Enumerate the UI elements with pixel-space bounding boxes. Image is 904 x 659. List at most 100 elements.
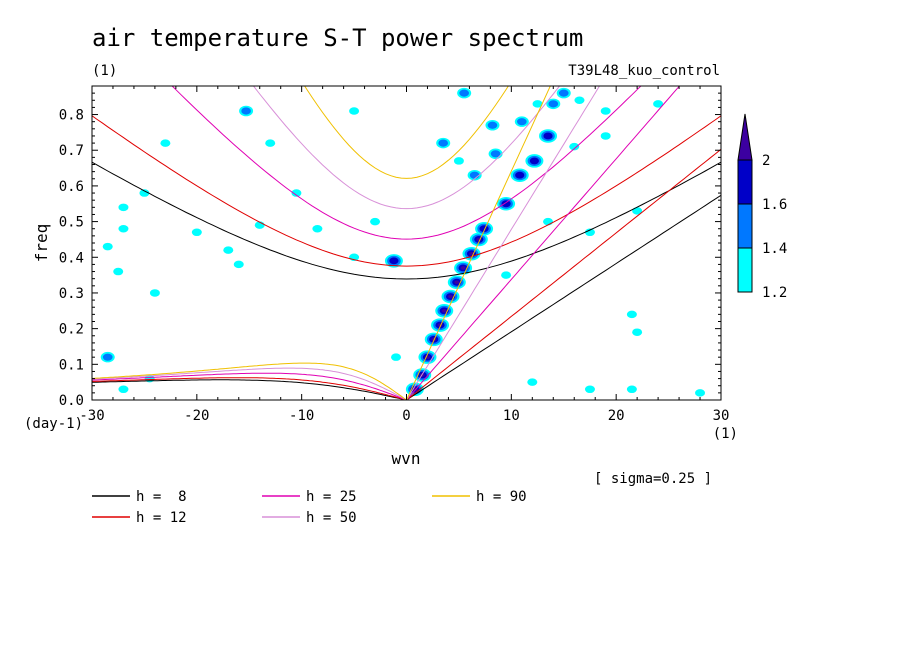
contour-fill-layer: [100, 87, 706, 397]
contour-blob: [626, 385, 637, 394]
inertia-gravity-curve: [171, 86, 642, 240]
y-tick-label: 0.5: [59, 215, 84, 231]
contour-blob: [501, 271, 512, 279]
kelvin-curve: [406, 194, 721, 400]
contour-blob: [370, 217, 381, 226]
y-tick-label: 0.2: [59, 322, 84, 338]
contour-blob: [431, 318, 450, 332]
kelvin-curve: [406, 86, 551, 400]
contour-blob: [139, 189, 150, 197]
chart-title: air temperature S-T power spectrum: [92, 24, 583, 52]
y-unit-label: (day-1): [24, 416, 83, 432]
contour-blob: [653, 100, 664, 108]
kelvin-curve: [406, 86, 601, 400]
contour-blob: [233, 260, 244, 269]
contour-blob: [149, 289, 160, 297]
contour-blob: [556, 87, 571, 99]
chart-subtitle-left: (1): [92, 63, 117, 79]
y-tick-label: 0.7: [59, 143, 84, 159]
y-tick-label: 0.3: [59, 286, 84, 302]
y-tick-label: 0.8: [59, 108, 84, 124]
x-tick-label: -30: [79, 408, 104, 424]
y-axis-label: freq: [32, 224, 51, 263]
colorbar-box: [737, 159, 753, 205]
contour-blob: [569, 142, 580, 151]
rossby-curve: [92, 362, 407, 400]
x-tick-label: 20: [608, 408, 625, 424]
contour-blob: [102, 242, 113, 251]
contour-blob: [467, 169, 482, 181]
colorbar-label: 1.2: [762, 285, 787, 301]
x-tick-label: 30: [713, 408, 730, 424]
legend-label-h12: h = 12: [136, 510, 187, 526]
contour-blob: [435, 304, 454, 318]
legend-label-h90: h = 90: [476, 489, 527, 505]
y-tick-label: 0.4: [59, 250, 84, 266]
x-tick-label: -20: [184, 408, 209, 424]
colorbar-label: 2: [762, 153, 770, 169]
contour-blob: [539, 129, 558, 143]
x-tick-label: 0: [402, 408, 410, 424]
contour-blob: [118, 224, 129, 233]
contour-blob: [469, 232, 488, 247]
colorbar-box: [737, 247, 753, 293]
contour-blob: [527, 378, 538, 386]
contour-blob: [488, 148, 503, 160]
y-tick-label: 0.0: [59, 393, 84, 409]
contour-blob: [349, 107, 360, 115]
rossby-curve: [92, 372, 407, 400]
y-tick-label: 0.6: [59, 179, 84, 195]
contour-blob: [600, 107, 611, 115]
inertia-gravity-curve: [92, 161, 721, 280]
axis-ticks: -30 -20 -10 0 10 20 30 0.0 0.1 0.2 0.3 0.4 0.5 0.6 0.7…: [59, 86, 730, 424]
x-axis-label: wvn: [392, 449, 421, 468]
kelvin-curve: [406, 86, 681, 400]
inertia-gravity-curve: [92, 115, 721, 267]
contour-blob: [695, 389, 706, 397]
contour-blob: [543, 217, 554, 226]
colorbar-box: [737, 203, 753, 249]
contour-blob: [632, 207, 643, 215]
inertia-gravity-curve: [304, 86, 509, 179]
colorbar: 1.2 1.4 1.6 2: [737, 113, 787, 301]
contour-blob: [546, 98, 561, 110]
x-unit-label: (1): [713, 426, 738, 442]
legend-label-h8: h = 8: [136, 489, 187, 505]
contour-blob: [100, 351, 115, 363]
legend-label-h25: h = 25: [306, 489, 357, 505]
sigma-note: [ sigma=0.25 ]: [594, 471, 712, 487]
contour-blob: [223, 246, 234, 254]
contour-blob: [291, 189, 302, 197]
contour-blob: [265, 139, 276, 147]
x-tick-label: -10: [289, 408, 314, 424]
contour-blob: [510, 168, 529, 182]
legend: h = 8 h = 12 h = 25 h = 50 h = 90: [92, 489, 527, 526]
contour-blob: [514, 116, 529, 127]
colorbar-arrow: [737, 113, 753, 161]
contour-blob: [418, 350, 437, 364]
contour-blob: [118, 385, 129, 394]
contour-blob: [447, 275, 466, 289]
legend-label-h50: h = 50: [306, 510, 357, 526]
contour-blob: [113, 267, 124, 276]
colorbar-label: 1.6: [762, 197, 787, 213]
contour-blob: [191, 228, 202, 237]
x-tick-label: 10: [503, 408, 520, 424]
contour-blob: [584, 228, 595, 237]
contour-blob: [454, 261, 473, 275]
contour-blob: [574, 96, 585, 105]
contour-blob: [457, 87, 472, 99]
contour-blob: [436, 137, 451, 149]
rossby-curve: [92, 377, 407, 400]
colorbar-label: 1.4: [762, 241, 787, 257]
contour-blob: [312, 224, 323, 233]
contour-blob: [118, 203, 129, 212]
kelvin-curve: [406, 148, 721, 400]
contour-blob: [384, 254, 403, 268]
contour-blob: [441, 289, 460, 304]
contour-blob: [453, 157, 464, 165]
contour-blob: [160, 139, 171, 147]
contour-blob: [239, 105, 254, 117]
dispersion-curve-layer: [92, 86, 721, 400]
